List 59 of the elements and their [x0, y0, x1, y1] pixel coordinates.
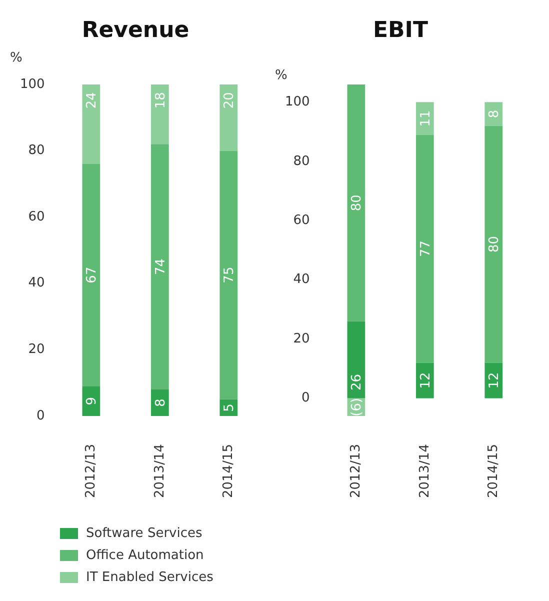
bar	[484, 102, 503, 126]
x-tick-label: 2012/13	[84, 444, 99, 498]
data-label: 5	[222, 404, 238, 412]
bar	[347, 84, 366, 322]
data-label: 74	[153, 258, 168, 276]
bar	[347, 321, 366, 398]
y-tick-label: 80	[28, 143, 45, 158]
x-tick-label: 2012/13	[348, 444, 364, 498]
y-axis-title: %	[10, 50, 22, 66]
data-label: 80	[350, 194, 365, 212]
bar	[150, 389, 169, 416]
data-label: 80	[487, 236, 502, 253]
data-label: 9	[84, 396, 100, 406]
legend-label: Software Services	[86, 526, 202, 540]
data-label: 11	[418, 110, 434, 127]
legend-label: IT Enabled Services	[86, 570, 214, 584]
data-label: 26	[350, 374, 365, 391]
data-label: 77	[418, 240, 434, 257]
data-label: 8	[153, 398, 168, 407]
chart-title: Revenue	[82, 18, 190, 43]
y-tick-label: 100	[284, 94, 310, 110]
x-tick-label: 2013/14	[417, 444, 432, 498]
x-tick-label: 2013/14	[152, 444, 168, 498]
data-label: (6)	[350, 398, 365, 416]
bar	[150, 84, 169, 144]
bar	[82, 164, 100, 386]
bar	[416, 362, 434, 398]
data-label: 20	[222, 92, 238, 109]
data-label: 75	[222, 266, 238, 284]
bar	[484, 126, 503, 363]
data-label: 8	[487, 110, 502, 118]
bar	[484, 362, 503, 398]
y-tick-label: 20	[293, 331, 310, 346]
bar	[82, 386, 100, 416]
bar	[82, 84, 100, 164]
y-tick-label: 60	[28, 209, 45, 224]
y-tick-label: 20	[28, 342, 45, 358]
legend-label: Office Automation	[86, 548, 204, 562]
y-tick-label: 40	[28, 276, 45, 291]
y-tick-label: 0	[302, 390, 310, 406]
data-label: 67	[84, 266, 100, 284]
data-label: 24	[84, 92, 100, 109]
x-tick-label: 2014/15	[221, 444, 236, 498]
data-label: 12	[487, 372, 502, 389]
y-tick-label: 40	[293, 272, 310, 288]
y-tick-label: 100	[20, 76, 45, 92]
bar	[220, 150, 238, 400]
y-tick-label: 0	[36, 408, 45, 424]
y-tick-label: 80	[293, 154, 310, 169]
y-tick-label: 60	[293, 212, 310, 228]
bar	[416, 134, 434, 363]
bar	[416, 102, 434, 135]
bar	[220, 84, 238, 151]
bar	[150, 144, 169, 390]
data-label: 12	[418, 372, 434, 389]
y-axis-title: %	[275, 68, 288, 84]
chart-title: EBIT	[373, 18, 428, 43]
data-label: 18	[153, 92, 168, 109]
x-tick-label: 2014/15	[486, 444, 502, 498]
